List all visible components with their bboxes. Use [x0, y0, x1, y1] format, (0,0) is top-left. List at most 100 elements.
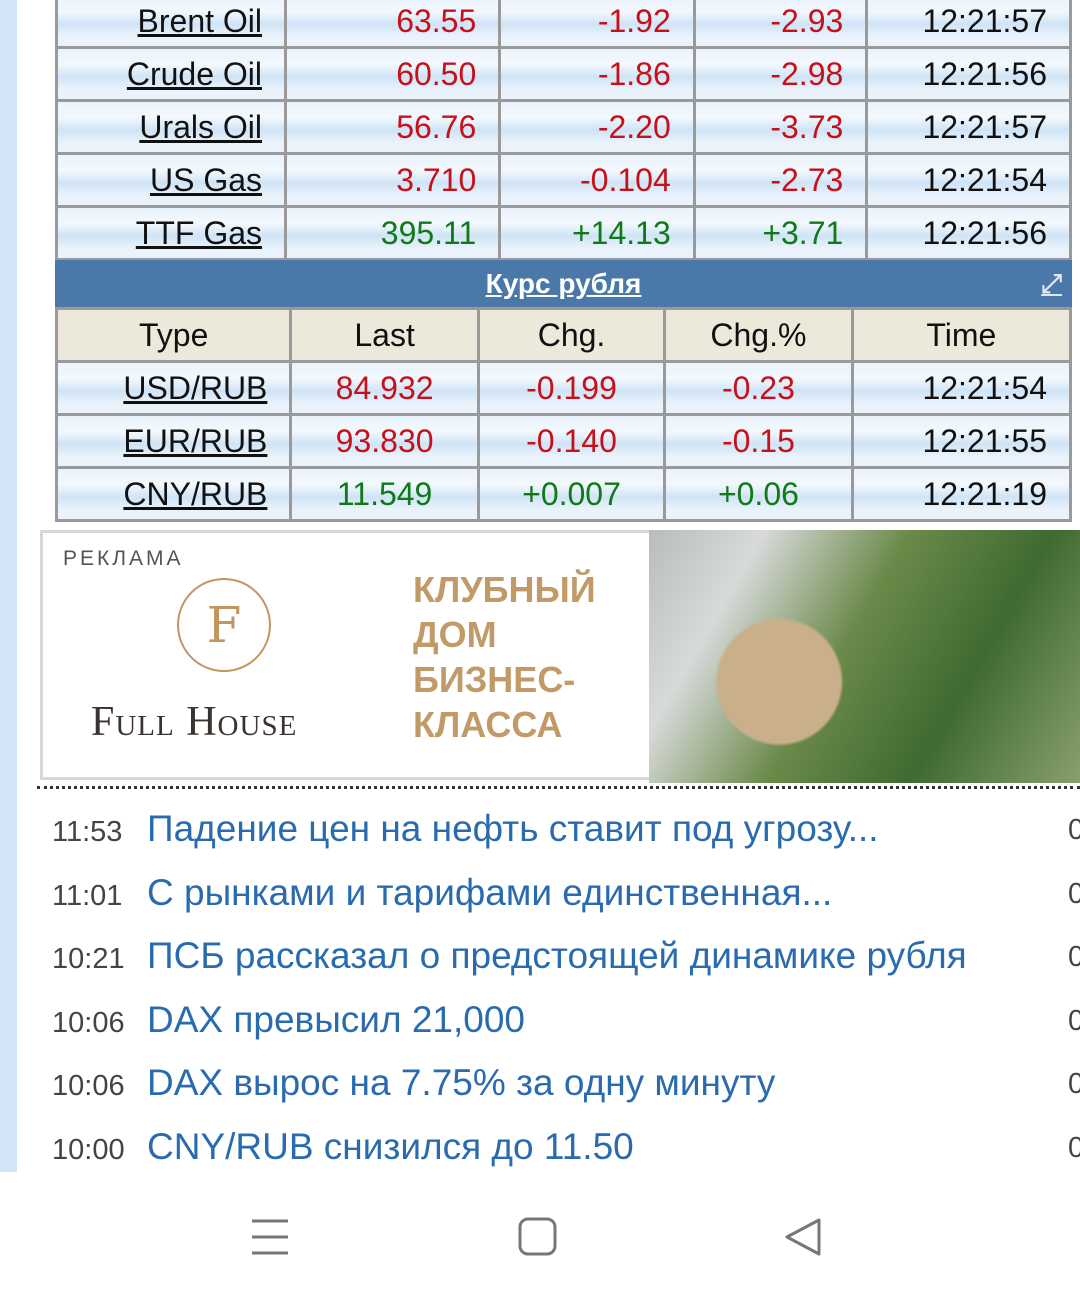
column-header: Last	[289, 307, 480, 363]
change-percent: -3.73	[692, 99, 869, 155]
column-header: Chg.	[476, 307, 667, 363]
news-extra: 0	[1068, 814, 1080, 846]
update-time: 12:21:19	[850, 466, 1073, 522]
ruble-table: Type Last Chg. Chg.% Time USD/RUB 84.932 -0.…	[54, 307, 1073, 522]
last-value: 56.76	[284, 99, 502, 155]
instrument-name[interactable]: US Gas	[54, 152, 288, 208]
home-icon[interactable]	[518, 1217, 558, 1257]
news-extra: 0	[1068, 1068, 1080, 1100]
instrument-link[interactable]: US Gas	[149, 161, 263, 198]
update-time: 12:21:55	[850, 413, 1073, 469]
slogan-line: БИЗНЕС-	[413, 659, 576, 700]
news-headline[interactable]: DAX превысил 21,000	[147, 998, 526, 1040]
update-time: 12:21:54	[865, 152, 1072, 208]
last-value: 60.50	[284, 46, 502, 102]
change-percent: +0.06	[663, 466, 854, 522]
news-time: 11:01	[52, 879, 123, 912]
table-header-row: Type Last Chg. Chg.% Time	[54, 307, 1073, 363]
change-value: -0.140	[476, 413, 667, 469]
instrument-name[interactable]: TTF Gas	[54, 205, 288, 261]
news-extra: 0	[1068, 941, 1080, 973]
expand-icon[interactable]: ⤢	[1041, 268, 1062, 298]
instrument-link[interactable]: CNY/RUB	[123, 475, 268, 512]
last-value: 395.11	[284, 205, 502, 261]
update-time: 12:21:57	[865, 0, 1072, 49]
instrument-link[interactable]: Urals Oil	[139, 108, 263, 145]
instrument-name[interactable]: CNY/RUB	[54, 466, 293, 522]
divider	[37, 786, 1080, 789]
news-time: 10:06	[52, 1070, 125, 1102]
back-icon[interactable]	[783, 1217, 823, 1257]
change-value: -1.92	[498, 0, 696, 49]
slogan-line: ДОМ	[413, 614, 497, 655]
update-time: 12:21:56	[865, 205, 1072, 261]
brand-name: Full House	[91, 699, 298, 745]
news-item[interactable]: 11:53 Падение цен на нефть ставит под угр…	[52, 808, 1080, 871]
instrument-name[interactable]: USD/RUB	[54, 360, 293, 416]
news-item[interactable]: 10:06 DAX вырос на 7.75% за одну минуту 0	[52, 1062, 1080, 1125]
menu-icon[interactable]	[250, 1217, 290, 1257]
last-value: 63.55	[284, 0, 502, 49]
change-value: -0.199	[476, 360, 667, 416]
news-extra: 0	[1068, 1131, 1080, 1164]
change-percent: -0.23	[663, 360, 854, 416]
news-time: 10:21	[52, 943, 125, 975]
change-percent: -2.73	[692, 152, 869, 208]
change-percent: -2.98	[692, 46, 869, 102]
instrument-name[interactable]: Crude Oil	[54, 46, 288, 102]
ad-photo	[649, 530, 1080, 783]
change-value: +14.13	[498, 205, 696, 261]
news-item[interactable]: 10:06 DAX превысил 21,000 0	[52, 999, 1080, 1062]
news-item[interactable]: 10:21 ПСБ рассказал о предстоящей динамик…	[52, 935, 1080, 998]
column-header: Type	[54, 307, 293, 363]
commodities-table: Brent Oil 63.55 -1.92 -2.93 12:21:57 Cru…	[54, 0, 1072, 261]
column-header: Chg.%	[663, 307, 854, 363]
instrument-link[interactable]: Brent Oil	[137, 2, 263, 39]
news-time: 11:53	[52, 816, 123, 848]
instrument-name[interactable]: Brent Oil	[54, 0, 288, 49]
brand-logo: F	[177, 578, 271, 672]
last-value: 84.932	[289, 360, 480, 416]
news-headline[interactable]: DAX вырос на 7.75% за одну минуту	[147, 1062, 776, 1103]
last-value: 93.830	[289, 413, 480, 469]
instrument-link[interactable]: EUR/RUB	[123, 422, 268, 459]
news-item[interactable]: 10:00 CNY/RUB снизился до 11.50 0	[52, 1126, 1080, 1189]
slogan-line: КЛУБНЫЙ	[413, 569, 596, 610]
news-time: 10:06	[52, 1006, 125, 1039]
left-edge-strip	[0, 0, 17, 1172]
ruble-section-header: Курс рубля ⤢	[55, 260, 1072, 307]
table-row: USD/RUB 84.932 -0.199 -0.23 12:21:54	[54, 360, 1073, 416]
change-value: -2.20	[498, 99, 696, 155]
instrument-name[interactable]: EUR/RUB	[54, 413, 293, 469]
change-value: +0.007	[476, 466, 667, 522]
ad-slogan: КЛУБНЫЙ ДОМ БИЗНЕС- КЛАССА	[413, 567, 596, 747]
table-row: TTF Gas 395.11 +14.13 +3.71 12:21:56	[54, 205, 1072, 261]
instrument-link[interactable]: TTF Gas	[135, 214, 263, 251]
instrument-name[interactable]: Urals Oil	[54, 99, 288, 155]
change-value: -0.104	[498, 152, 696, 208]
table-row: US Gas 3.710 -0.104 -2.73 12:21:54	[54, 152, 1072, 208]
table-row: EUR/RUB 93.830 -0.140 -0.15 12:21:55	[54, 413, 1073, 469]
table-row: Brent Oil 63.55 -1.92 -2.93 12:21:57	[54, 0, 1072, 49]
instrument-link[interactable]: USD/RUB	[123, 369, 268, 406]
instrument-link[interactable]: Crude Oil	[126, 55, 263, 92]
change-value: -1.86	[498, 46, 696, 102]
ruble-section-link[interactable]: Курс рубля	[485, 268, 642, 299]
update-time: 12:21:57	[865, 99, 1072, 155]
system-navigation-bar	[0, 1172, 1080, 1304]
last-value: 11.549	[289, 466, 480, 522]
news-headline[interactable]: CNY/RUB снизился до 11.50	[147, 1125, 634, 1167]
news-headline[interactable]: С рынками и тарифами единственная...	[147, 871, 833, 913]
change-percent: -2.93	[692, 0, 869, 49]
news-extra: 0	[1068, 877, 1080, 910]
news-headline[interactable]: Падение цен на нефть ставит под угрозу..…	[147, 808, 879, 849]
news-headline[interactable]: ПСБ рассказал о предстоящей динамике руб…	[147, 935, 967, 976]
advertisement-banner[interactable]: РЕКЛАМА F Full House КЛУБНЫЙ ДОМ БИЗНЕС-…	[40, 530, 1080, 783]
update-time: 12:21:54	[850, 360, 1073, 416]
table-row: CNY/RUB 11.549 +0.007 +0.06 12:21:19	[54, 466, 1073, 522]
table-row: Crude Oil 60.50 -1.86 -2.98 12:21:56	[54, 46, 1072, 102]
news-time: 10:00	[52, 1133, 125, 1166]
change-percent: -0.15	[663, 413, 854, 469]
slogan-line: КЛАССА	[413, 704, 563, 745]
news-item[interactable]: 11:01 С рынками и тарифами единственная..…	[52, 872, 1080, 935]
